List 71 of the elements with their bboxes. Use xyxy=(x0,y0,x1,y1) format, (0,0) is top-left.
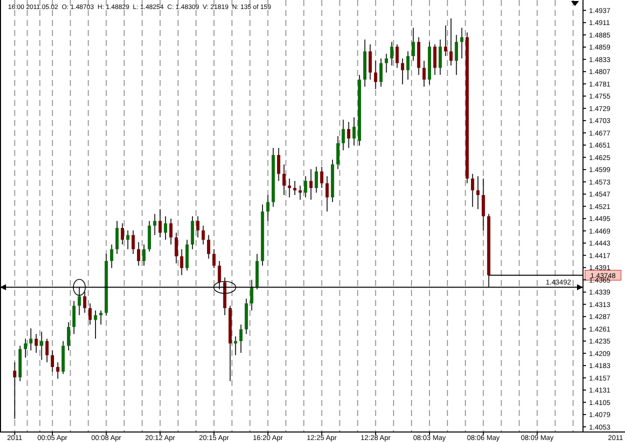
candlestick xyxy=(406,50,410,80)
candlestick xyxy=(304,176,308,198)
candlestick xyxy=(326,176,329,212)
candlestick xyxy=(482,178,485,231)
candlestick xyxy=(169,218,173,245)
candlestick xyxy=(136,242,140,266)
candlestick xyxy=(282,164,286,196)
candlestick xyxy=(250,279,254,311)
candlestick xyxy=(454,34,458,76)
candlestick xyxy=(148,220,151,252)
candlestick xyxy=(396,44,399,68)
candlestick xyxy=(433,44,436,76)
candlestick xyxy=(88,302,92,326)
candlestick xyxy=(24,338,28,358)
candlestick xyxy=(298,185,302,200)
candlestick xyxy=(293,180,296,196)
candlestick xyxy=(66,322,70,351)
candlestick xyxy=(202,225,205,245)
candlestick xyxy=(56,362,60,380)
candlestick xyxy=(115,220,119,254)
candlestick xyxy=(153,213,156,236)
candlestick xyxy=(449,18,453,66)
candlestick xyxy=(196,216,200,238)
candlestick xyxy=(190,216,194,250)
candlestick xyxy=(72,300,76,335)
candlestick xyxy=(78,286,81,316)
candlestick xyxy=(239,324,243,354)
candlestick xyxy=(185,239,189,271)
candlestick xyxy=(309,168,313,200)
candlestick xyxy=(374,60,378,90)
candlestick xyxy=(412,27,415,62)
candlestick xyxy=(476,176,480,210)
candlestick xyxy=(368,44,372,80)
candlestick xyxy=(384,53,388,74)
candlestick xyxy=(110,244,114,269)
candlestick xyxy=(460,27,464,59)
candlestick xyxy=(142,244,146,266)
candlestick xyxy=(29,328,32,351)
candlestick xyxy=(120,222,124,245)
candlestick xyxy=(288,178,292,198)
candlestick xyxy=(83,291,86,314)
candlestick xyxy=(126,230,130,250)
candlestick xyxy=(379,58,383,88)
candlestick xyxy=(94,310,98,340)
candlestick xyxy=(45,338,49,363)
candlestick xyxy=(314,166,318,194)
candlestick xyxy=(342,119,345,151)
candlestick xyxy=(218,260,221,290)
candlestick xyxy=(266,194,270,222)
candlestick xyxy=(352,116,356,146)
candlestick xyxy=(470,173,474,208)
candlestick xyxy=(50,350,54,372)
candlestick xyxy=(444,24,448,57)
candlestick xyxy=(40,331,44,360)
candlestick xyxy=(34,334,38,354)
candlestick xyxy=(390,41,394,66)
candlestick xyxy=(320,166,324,188)
candlestick xyxy=(174,232,178,264)
candlestick xyxy=(438,39,442,76)
candlestick xyxy=(422,60,426,88)
candlestick xyxy=(158,208,162,238)
candlestick xyxy=(400,58,404,85)
candlestick xyxy=(336,136,340,170)
candlestick xyxy=(207,234,210,260)
candlestick xyxy=(212,248,216,269)
candlestick xyxy=(277,147,280,182)
candlestick xyxy=(180,248,184,276)
candlestick xyxy=(13,362,16,420)
candlestick xyxy=(234,336,238,356)
candlestick xyxy=(132,230,135,254)
candlestick xyxy=(347,122,350,148)
